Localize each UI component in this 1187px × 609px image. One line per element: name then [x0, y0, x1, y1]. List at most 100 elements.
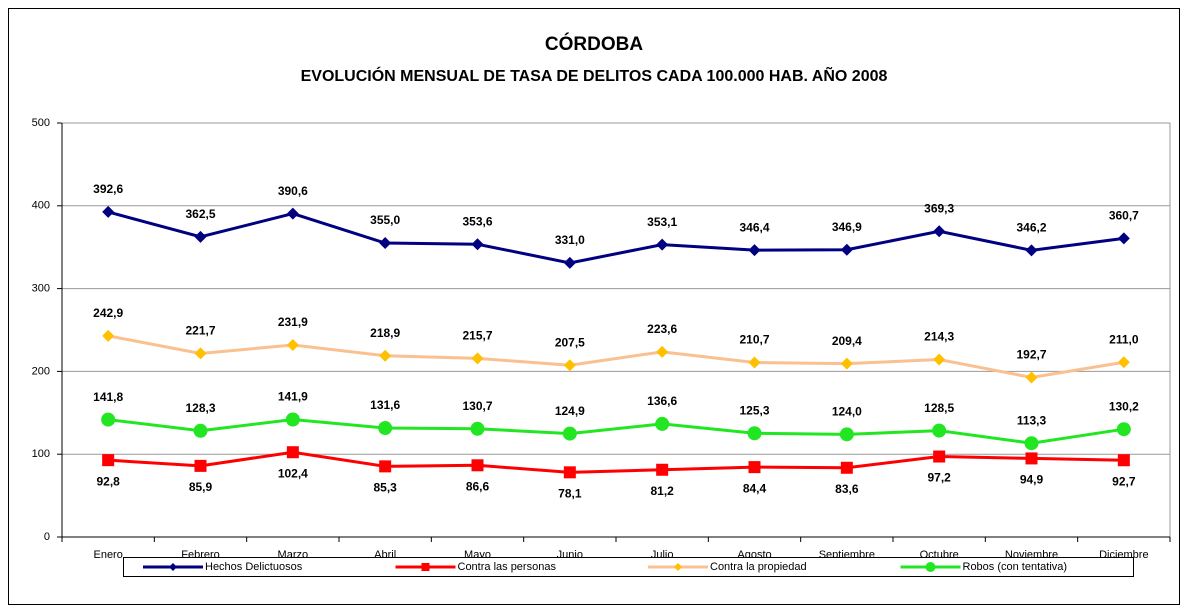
marker: [102, 205, 115, 218]
marker: [379, 349, 392, 362]
marker: [470, 421, 485, 436]
data-label: 128,3: [185, 401, 215, 415]
marker: [674, 563, 682, 571]
data-label: 92,8: [96, 474, 120, 488]
data-label: 102,4: [278, 466, 308, 480]
series-line: [107, 417, 1125, 445]
marker: [1116, 422, 1131, 437]
marker: [933, 225, 946, 238]
marker: [421, 563, 430, 571]
marker: [379, 237, 392, 250]
legend: [123, 557, 1134, 577]
marker: [194, 230, 207, 243]
marker: [1117, 356, 1130, 369]
data-label: 210,7: [739, 333, 769, 347]
marker: [169, 563, 177, 571]
marker: [101, 412, 116, 427]
marker: [563, 256, 576, 269]
x-tick-label: Enero: [93, 549, 122, 561]
y-tick-label: 100: [32, 448, 50, 460]
data-label: 218,9: [370, 326, 400, 340]
data-label: 353,1: [647, 215, 677, 229]
marker: [471, 352, 484, 365]
marker: [747, 426, 762, 441]
data-label: 192,7: [1016, 348, 1046, 362]
data-label: 214,3: [924, 330, 954, 344]
y-tick-label: 0: [44, 531, 50, 543]
data-label: 392,6: [93, 182, 123, 196]
marker: [656, 463, 669, 476]
marker: [656, 238, 669, 251]
data-label: 369,3: [924, 201, 954, 215]
marker: [656, 345, 669, 358]
data-label: 128,5: [924, 401, 954, 415]
marker: [563, 466, 576, 479]
marker: [379, 460, 392, 473]
data-label: 92,7: [1112, 474, 1136, 488]
marker: [933, 450, 946, 463]
marker: [840, 461, 853, 474]
data-label: 223,6: [647, 322, 677, 336]
marker: [748, 244, 761, 257]
marker: [193, 423, 208, 438]
data-label: 141,9: [278, 390, 308, 404]
data-label: 346,9: [832, 220, 862, 234]
data-label: 124,0: [832, 404, 862, 418]
marker: [194, 347, 207, 360]
data-label: 207,5: [555, 335, 585, 349]
chart-title: CÓRDOBA: [545, 33, 643, 55]
data-label: 215,7: [462, 329, 492, 343]
marker: [925, 562, 936, 572]
data-label: 242,9: [93, 306, 123, 320]
data-label: 331,0: [555, 233, 585, 247]
data-label: 81,2: [650, 484, 674, 498]
data-label: 136,6: [647, 394, 677, 408]
marker: [285, 412, 300, 427]
marker: [286, 446, 299, 459]
marker: [471, 238, 484, 251]
chart-border: [8, 8, 1180, 605]
legend-label: Robos (con tentativa): [963, 561, 1068, 573]
data-label: 211,0: [1109, 332, 1139, 346]
marker: [562, 426, 577, 441]
data-label: 209,4: [832, 334, 862, 348]
marker: [1024, 436, 1039, 451]
legend-label: Hechos Delictuosos: [205, 561, 303, 573]
y-tick-label: 500: [32, 117, 50, 129]
data-label: 130,2: [1109, 399, 1139, 413]
data-label: 355,0: [370, 213, 400, 227]
data-label: 221,7: [185, 324, 215, 338]
data-label: 78,1: [558, 487, 582, 501]
marker: [471, 459, 484, 472]
marker: [194, 459, 207, 472]
data-label: 85,9: [189, 480, 213, 494]
data-label: 124,9: [555, 404, 585, 418]
series-line: [107, 210, 1125, 265]
data-label: 85,3: [373, 481, 397, 495]
marker: [748, 461, 761, 474]
marker: [102, 454, 115, 467]
marker: [932, 423, 947, 438]
legend-label: Contra las personas: [458, 561, 557, 573]
marker: [1025, 244, 1038, 257]
series-line: [108, 450, 1124, 474]
marker: [563, 359, 576, 372]
data-label: 94,9: [1020, 473, 1044, 487]
marker: [655, 416, 670, 431]
data-label: 362,5: [185, 207, 215, 221]
marker: [840, 243, 853, 256]
data-label: 346,4: [739, 220, 769, 234]
data-label: 83,6: [835, 482, 859, 496]
marker: [102, 329, 115, 342]
marker: [748, 356, 761, 369]
marker: [1025, 371, 1038, 384]
data-label: 84,4: [743, 481, 767, 495]
data-label: 131,6: [370, 398, 400, 412]
marker: [839, 427, 854, 442]
data-label: 113,3: [1017, 413, 1047, 427]
marker: [1117, 454, 1130, 467]
chart-subtitle: EVOLUCIÓN MENSUAL DE TASA DE DELITOS CAD…: [301, 65, 888, 85]
data-label: 390,6: [278, 184, 308, 198]
data-label: 97,2: [927, 471, 951, 485]
